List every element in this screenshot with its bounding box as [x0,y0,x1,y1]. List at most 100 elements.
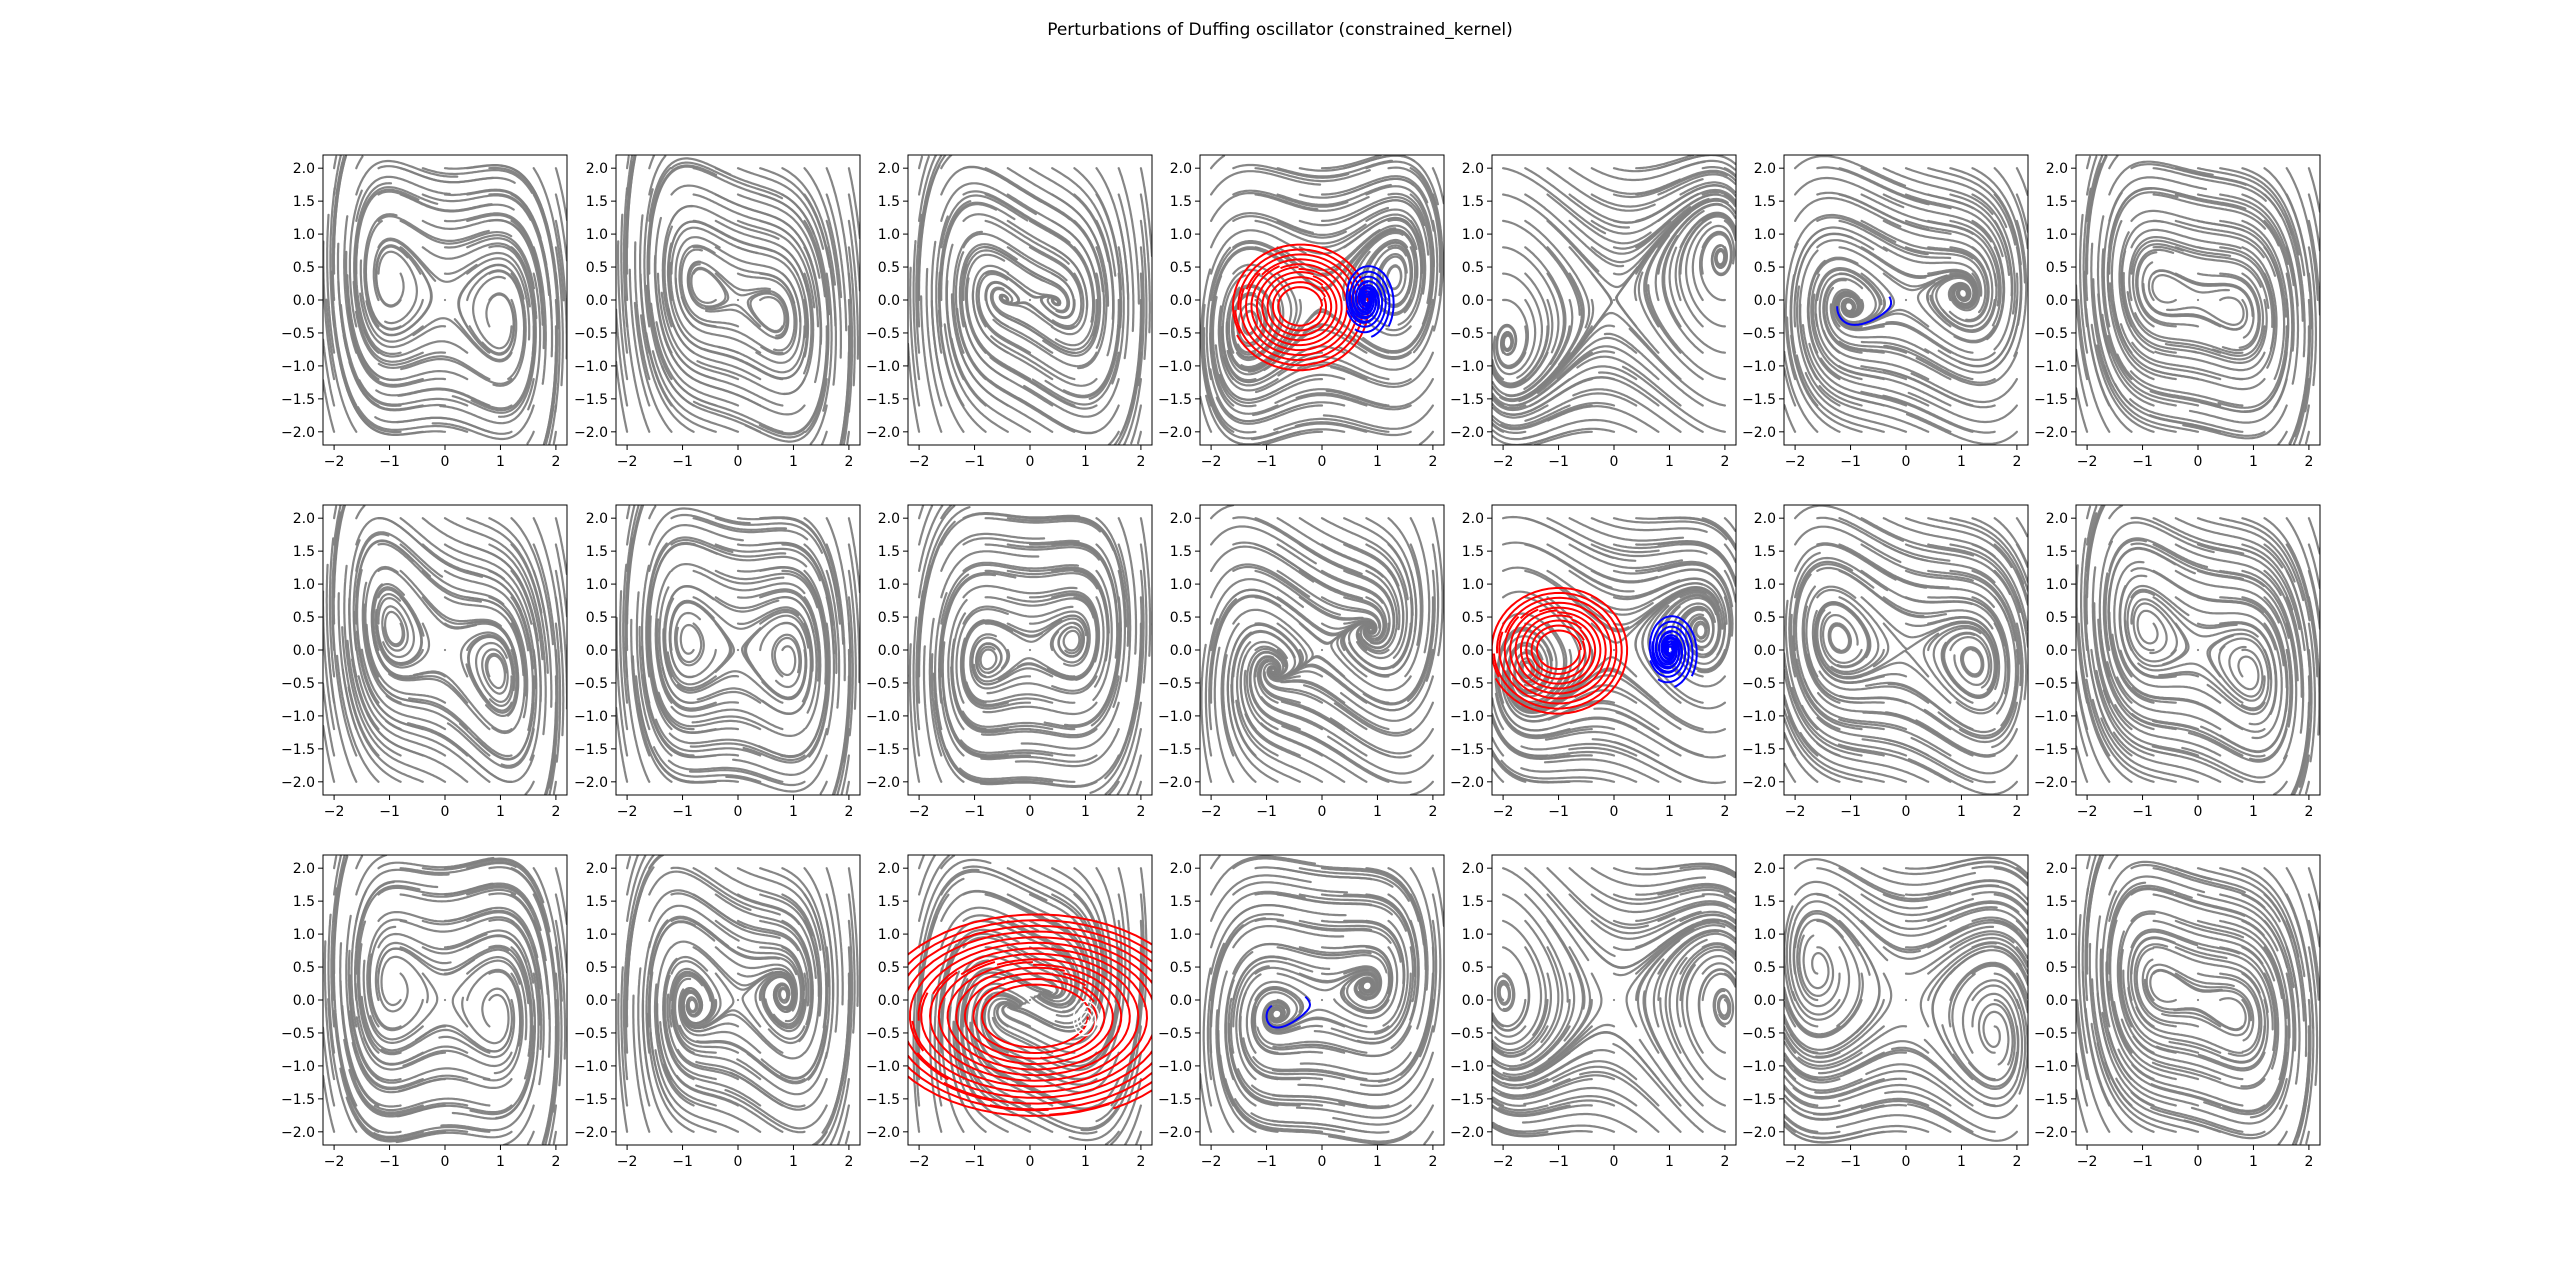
streamline [1329,717,1434,755]
y-tick-label: −0.5 [1742,676,1776,692]
x-tick-label: 1 [2249,454,2258,470]
streamline [1907,391,2018,424]
streamline [475,675,536,760]
streamline [648,855,661,870]
streamline [1232,925,1345,949]
streamline [847,246,856,387]
streamline [1547,405,1660,433]
x-tick-label: 1 [496,804,505,820]
streamline [554,543,567,618]
streamline [325,298,358,433]
streamline [2015,569,2028,601]
streamline [2182,404,2288,440]
streamline [2285,946,2301,1085]
streamline [1088,272,1122,400]
streamline [375,245,409,307]
streamline [778,325,828,435]
streamline [1330,972,1412,1040]
streamline [657,691,762,731]
streamline [526,1130,535,1145]
y-tick-label: 2.0 [878,861,900,877]
streamline [2152,219,2265,259]
streamline [2103,365,2200,433]
streamline [2084,1007,2133,1133]
streamline [626,855,632,870]
streamline [2196,543,2294,611]
streamline [2307,219,2320,316]
streamline [692,569,806,595]
streamline [1949,961,2028,1008]
streamline [327,998,358,1133]
streamline [1860,219,1974,260]
y-tick-label: −1.5 [2034,742,2068,758]
streamline [1679,929,1736,949]
streamline [626,505,643,599]
streamline [736,1051,828,1096]
streamline [803,167,843,299]
streamline [1927,219,2001,307]
streamline [372,586,425,652]
streamline [323,379,336,433]
streamline [2086,855,2105,949]
streamline [1325,378,1434,408]
streamline [2285,543,2319,678]
streamline [2174,272,2255,339]
y-tick-label: −2.0 [1742,425,1776,441]
y-tick-label: 0.5 [2046,960,2068,976]
streamline [1051,919,1089,1018]
streamline [1698,968,1736,1054]
streamline [2151,745,2266,784]
streamline [1791,1103,1908,1121]
streamline [374,609,431,669]
streamline [1245,980,1311,1054]
streamline [1497,1124,1616,1133]
streamline [648,155,656,170]
streamline [1713,246,1728,269]
streamline [963,321,1054,407]
streamline [974,642,1011,679]
streamline [380,955,429,1007]
streamline [1492,1025,1571,1072]
streamline [759,219,820,328]
streamlines [1200,155,1444,445]
y-tick-label: −0.5 [281,676,315,692]
streamline [363,329,469,358]
streamline [1792,560,1854,652]
streamline [355,155,364,170]
y-tick-label: 2.0 [1170,861,1192,877]
streamline [1235,272,1285,362]
streamline [648,507,751,546]
y-tick-label: 0.0 [1754,643,1776,659]
streamline [1253,655,1324,731]
streamline [2076,999,2111,1133]
streamline [397,388,513,410]
streamline [1788,551,1821,678]
streamline [630,618,651,757]
streamline [355,159,459,196]
streamline [482,972,524,1082]
streamline [1552,1065,1660,1107]
streamline [1029,675,1120,737]
streamline [2108,537,2209,572]
streamline [1298,893,1407,932]
streamline [2196,919,2283,999]
panel-4: −2 −1 0 1 22.01.51.00.50.0−0.5−1.0−1.5−2.0 [1158,154,1445,470]
streamline [645,332,717,433]
x-tick-label: −1 [1840,804,1861,820]
streamline [348,974,402,1082]
streamline [714,867,814,937]
red-basin-trajectory [1535,629,1582,671]
streamline [1784,1000,1797,1028]
streamline [502,1104,535,1145]
streamline [1276,867,1394,888]
streamline [626,855,639,896]
streamline [377,215,490,242]
streamline [745,298,809,380]
streamline [1271,1119,1390,1134]
streamline [692,400,806,439]
panel-2: −2 −1 0 1 22.01.51.00.50.0−0.5−1.0−1.5−2.0 [574,154,861,470]
x-tick-label: 0 [1026,804,1035,820]
streamline [466,596,527,697]
streamline [1882,369,1996,409]
streamline [1051,614,1089,664]
